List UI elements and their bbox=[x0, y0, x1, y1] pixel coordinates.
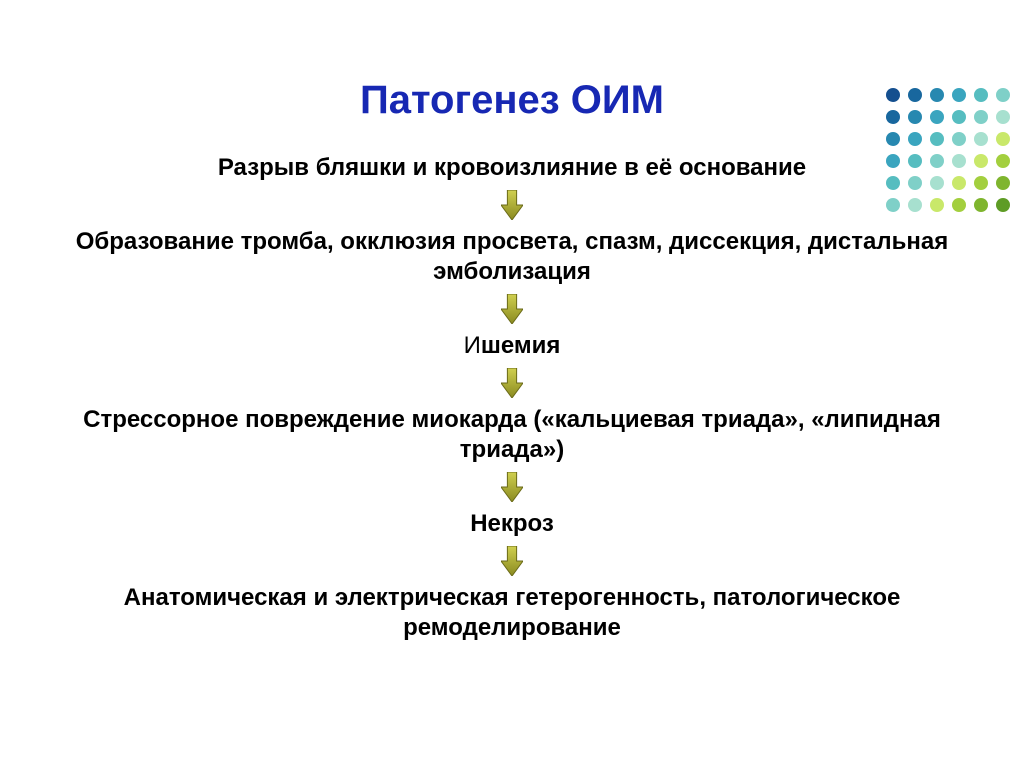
slide-title: Патогенез ОИМ bbox=[0, 78, 1024, 123]
decor-dot bbox=[974, 176, 988, 190]
flow-step: Образование тромба, окклюзия просвета, с… bbox=[60, 227, 964, 287]
decor-dot bbox=[886, 176, 900, 190]
decor-dot bbox=[974, 132, 988, 146]
flow-step: Стрессорное повреждение миокарда («кальц… bbox=[60, 405, 964, 465]
decor-dot bbox=[908, 176, 922, 190]
decor-dot bbox=[996, 198, 1010, 212]
decor-dot bbox=[974, 110, 988, 124]
decor-dot bbox=[930, 176, 944, 190]
decor-dot bbox=[974, 198, 988, 212]
decor-dot bbox=[886, 88, 900, 102]
flow-diagram: Разрыв бляшки и кровоизлияние в её основ… bbox=[0, 153, 1024, 643]
decor-dot bbox=[908, 154, 922, 168]
decor-dot bbox=[974, 88, 988, 102]
decor-dot bbox=[908, 88, 922, 102]
decor-dot bbox=[974, 154, 988, 168]
decor-dot bbox=[930, 88, 944, 102]
decor-dot bbox=[886, 154, 900, 168]
decor-dot bbox=[886, 132, 900, 146]
decor-dot bbox=[996, 154, 1010, 168]
decor-dot bbox=[930, 110, 944, 124]
decor-dot bbox=[908, 132, 922, 146]
down-arrow-icon bbox=[498, 471, 526, 503]
decor-dot bbox=[952, 154, 966, 168]
decor-dot bbox=[996, 110, 1010, 124]
flow-step: Некроз bbox=[470, 509, 554, 539]
corner-decoration bbox=[886, 88, 1010, 212]
decor-dot bbox=[930, 198, 944, 212]
flow-step: Ишемия bbox=[464, 331, 561, 361]
decor-dot bbox=[886, 198, 900, 212]
decor-dot bbox=[996, 176, 1010, 190]
down-arrow-icon bbox=[498, 545, 526, 577]
decor-dot bbox=[952, 176, 966, 190]
decor-dot bbox=[930, 154, 944, 168]
decor-dot bbox=[930, 132, 944, 146]
decor-dot bbox=[908, 198, 922, 212]
decor-dot bbox=[908, 110, 922, 124]
decor-dot bbox=[952, 198, 966, 212]
flow-step: Анатомическая и электрическая гетерогенн… bbox=[60, 583, 964, 643]
decor-dot bbox=[952, 88, 966, 102]
decor-dot bbox=[996, 132, 1010, 146]
dot-grid bbox=[886, 88, 1010, 212]
decor-dot bbox=[996, 88, 1010, 102]
decor-dot bbox=[952, 110, 966, 124]
decor-dot bbox=[952, 132, 966, 146]
flow-step: Разрыв бляшки и кровоизлияние в её основ… bbox=[218, 153, 806, 183]
down-arrow-icon bbox=[498, 293, 526, 325]
slide: Патогенез ОИМ Разрыв бляшки и кровоизлия… bbox=[0, 78, 1024, 767]
decor-dot bbox=[886, 110, 900, 124]
down-arrow-icon bbox=[498, 367, 526, 399]
down-arrow-icon bbox=[498, 189, 526, 221]
